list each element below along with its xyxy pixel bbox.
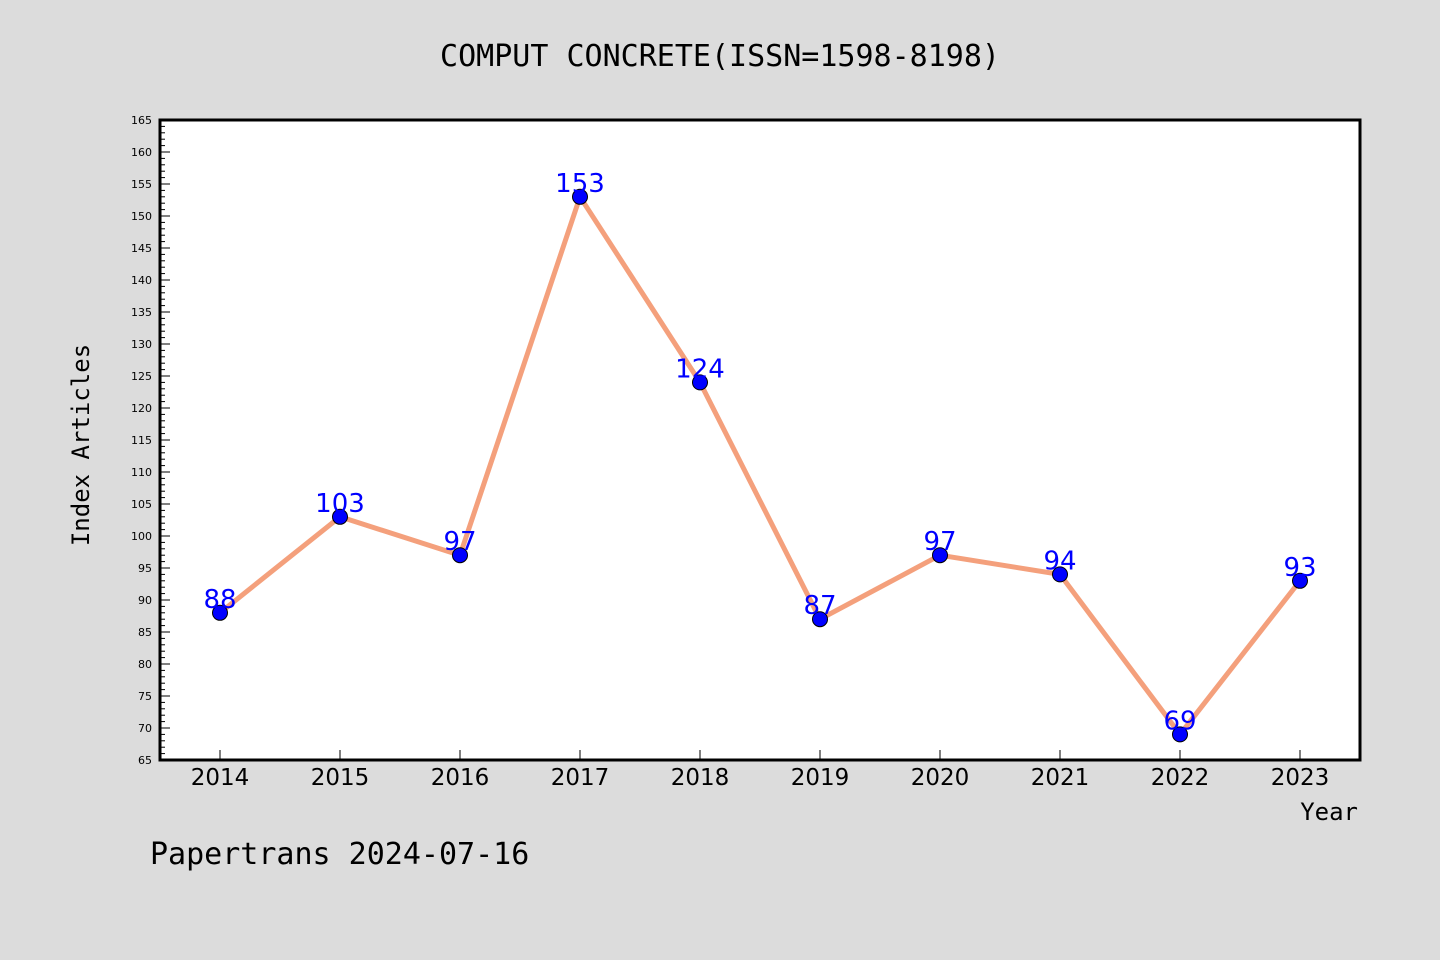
- x-tick-label: 2021: [1031, 765, 1090, 791]
- data-point: [1172, 726, 1188, 743]
- x-tick-label: 2015: [311, 765, 370, 791]
- y-tick-label: 95: [138, 562, 152, 575]
- data-label: 88: [203, 585, 236, 615]
- plot-area: [160, 120, 1360, 760]
- y-tick-label: 105: [131, 498, 152, 511]
- y-tick-label: 75: [138, 690, 152, 703]
- data-point: [932, 547, 948, 564]
- chart-title: COMPUT CONCRETE(ISSN=1598-8198): [440, 39, 1000, 74]
- data-label: 69: [1163, 706, 1196, 736]
- data-label: 153: [555, 169, 605, 199]
- series-line: [217, 194, 1303, 737]
- y-axis-title: Index Articles: [67, 344, 95, 546]
- data-point: [1052, 566, 1068, 583]
- footer-credit: Papertrans 2024-07-16: [150, 837, 529, 872]
- x-tick-label: 2018: [671, 765, 730, 791]
- y-tick-label: 115: [131, 434, 152, 447]
- data-point: [572, 188, 588, 205]
- data-point: [812, 611, 828, 628]
- x-axis: 2014 2015 2016 2017 2018 2019 2020 2021 2022 2023: [191, 750, 1330, 791]
- data-point: [692, 374, 708, 391]
- x-tick-label: 2022: [1151, 765, 1210, 791]
- x-tick-label: 2023: [1271, 765, 1330, 791]
- data-label: 103: [315, 489, 365, 519]
- y-tick-label: 150: [131, 210, 152, 223]
- data-label: 94: [1043, 546, 1076, 576]
- y-tick-label: 160: [131, 146, 152, 159]
- plot-frame: [158, 118, 1362, 762]
- y-tick-label: 140: [131, 274, 152, 287]
- x-tick-label: 2019: [791, 765, 850, 791]
- y-tick-label: 165: [131, 114, 152, 127]
- y-axis: 65 70 75 80 85 90 95 100 105 110 115 120 125 130 135 14…: [131, 114, 170, 767]
- data-label: 97: [923, 527, 956, 557]
- y-tick-label: 135: [131, 306, 152, 319]
- y-tick-label: 110: [131, 466, 152, 479]
- y-tick-label: 145: [131, 242, 152, 255]
- y-tick-label: 125: [131, 370, 152, 383]
- series-line-group: 88 103 97 153 124 87 97 94 69 93: [203, 169, 1317, 743]
- data-point: [1292, 572, 1308, 589]
- data-point: [212, 604, 228, 621]
- data-label: 87: [803, 591, 836, 621]
- data-label: 97: [443, 527, 476, 557]
- y-tick-label: 130: [131, 338, 152, 351]
- x-tick-label: 2016: [431, 765, 490, 791]
- y-tick-label: 100: [131, 530, 152, 543]
- x-tick-label: 2014: [191, 765, 250, 791]
- y-tick-label: 65: [138, 754, 152, 767]
- x-tick-label: 2017: [551, 765, 610, 791]
- data-label: 124: [675, 354, 725, 384]
- y-tick-label: 85: [138, 626, 152, 639]
- data-point: [332, 508, 348, 525]
- data-label: 93: [1283, 553, 1316, 583]
- x-axis-title: Year: [1300, 798, 1358, 826]
- data-point: [452, 547, 468, 564]
- y-tick-label: 120: [131, 402, 152, 415]
- y-tick-label: 80: [138, 658, 152, 671]
- x-tick-label: 2020: [911, 765, 970, 791]
- y-tick-label: 70: [138, 722, 152, 735]
- y-tick-label: 155: [131, 178, 152, 191]
- y-tick-label: 90: [138, 594, 152, 607]
